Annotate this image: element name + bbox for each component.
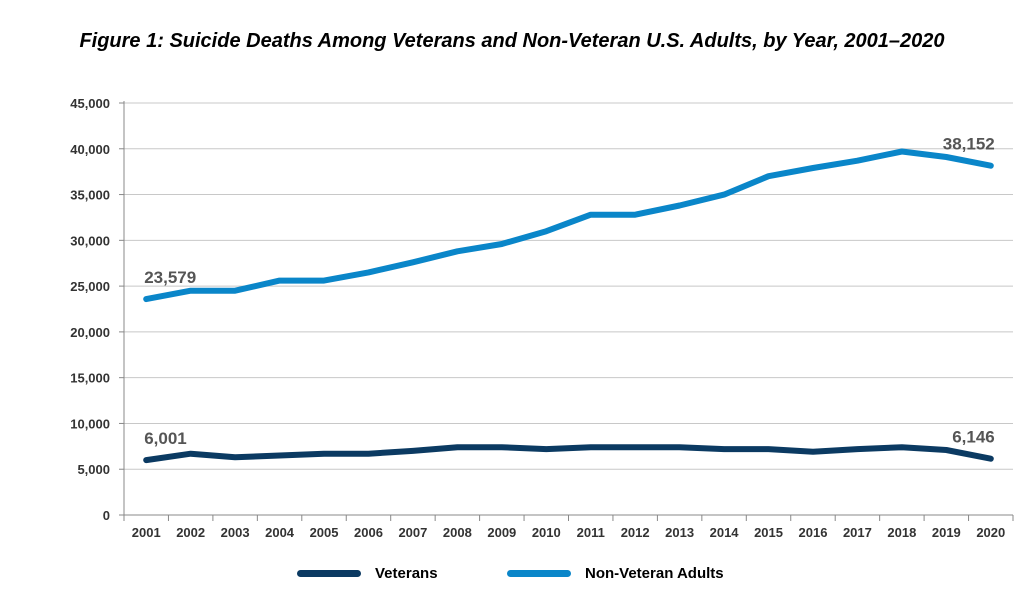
- data-labels: 6,001 6,146 23,579 38,152: [144, 135, 995, 448]
- x-axis-ticks: 2001 2002 2003 2004 2005 2006 2007 2008 2009 2010…: [132, 525, 1005, 540]
- x-tick-label: 2019: [932, 525, 961, 540]
- legend-label-non-veteran-adults: Non-Veteran Adults: [585, 565, 724, 582]
- axes: [119, 101, 1014, 521]
- y-tick-label: 20,000: [70, 325, 110, 340]
- y-tick-label: 35,000: [70, 188, 110, 203]
- x-tick-label: 2008: [443, 525, 472, 540]
- data-label: 23,579: [144, 268, 196, 287]
- x-tick-label: 2010: [532, 525, 561, 540]
- series-line-veterans: [143, 444, 994, 464]
- x-tick-label: 2005: [310, 525, 339, 540]
- y-tick-label: 10,000: [70, 416, 110, 431]
- x-tick-label: 2016: [799, 525, 828, 540]
- legend: Veterans Non-Veteran Adults: [0, 565, 1024, 587]
- data-label: 38,152: [943, 135, 995, 154]
- x-tick-label: 2011: [577, 525, 605, 540]
- legend-swatch-veterans: [297, 570, 361, 577]
- x-tick-label: 2012: [621, 525, 650, 540]
- data-label: 6,001: [144, 429, 187, 448]
- x-tick-label: 2015: [754, 525, 783, 540]
- series-lines: [143, 148, 994, 464]
- x-tick-label: 2018: [887, 525, 916, 540]
- y-tick-label: 15,000: [70, 371, 110, 386]
- x-tick-label: 2014: [710, 525, 740, 540]
- chart-title: Figure 1: Suicide Deaths Among Veterans …: [79, 30, 945, 52]
- x-tick-label: 2003: [221, 525, 250, 540]
- x-tick-label: 2006: [354, 525, 383, 540]
- legend-item-veterans: Veterans: [297, 565, 438, 582]
- y-tick-label: 0: [103, 508, 110, 523]
- y-tick-label: 30,000: [70, 233, 110, 248]
- data-label: 6,146: [952, 428, 995, 447]
- y-tick-label: 5,000: [77, 462, 110, 477]
- legend-item-non-veteran-adults: Non-Veteran Adults: [507, 565, 724, 582]
- grid-lines: [124, 102, 1013, 470]
- x-tick-label: 2001: [132, 525, 161, 540]
- x-tick-label: 2020: [976, 525, 1005, 540]
- x-tick-label: 2013: [665, 525, 694, 540]
- x-tick-label: 2004: [265, 525, 295, 540]
- legend-label-veterans: Veterans: [375, 565, 438, 582]
- y-axis-ticks: 0 5,000 10,000 15,000 20,000 25,000 30,000 35,0…: [70, 96, 110, 523]
- series-line-non-veteran-adults: [143, 148, 994, 303]
- x-tick-label: 2002: [176, 525, 205, 540]
- y-tick-label: 25,000: [70, 279, 110, 294]
- legend-swatch-non-veteran-adults: [507, 570, 571, 577]
- x-tick-label: 2007: [398, 525, 427, 540]
- y-tick-label: 45,000: [70, 96, 110, 111]
- x-tick-label: 2009: [487, 525, 516, 540]
- y-tick-label: 40,000: [70, 142, 110, 157]
- x-tick-label: 2017: [843, 525, 872, 540]
